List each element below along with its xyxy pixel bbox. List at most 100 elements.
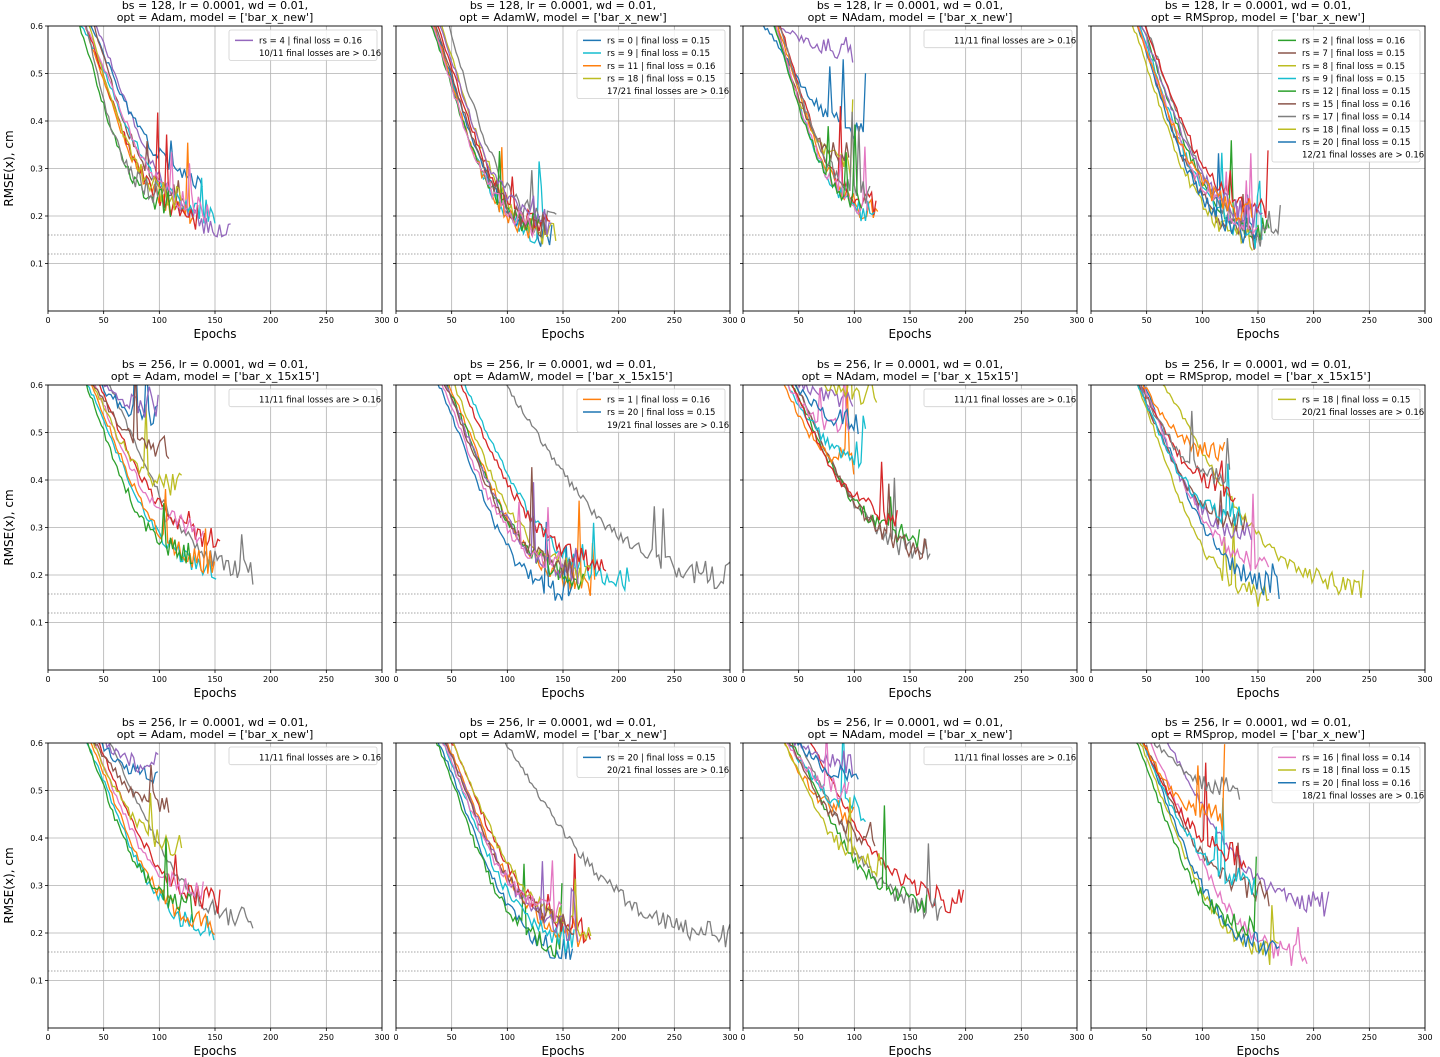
subplot-title-line2: opt = Adam, model = ['bar_x_new'] (117, 728, 314, 741)
x-tick-label: 0 (45, 316, 50, 325)
x-tick-label: 250 (319, 316, 334, 325)
subplot-4: bs = 128, lr = 0.0001, wd = 0.01,opt = R… (1088, 0, 1433, 341)
x-tick-label: 50 (1142, 316, 1152, 325)
legend-box (1271, 29, 1421, 163)
x-tick-label: 300 (1417, 675, 1432, 684)
x-tick-label: 250 (667, 1033, 682, 1042)
x-ticks: 0 50 100 150 200 250 300 (393, 1028, 738, 1042)
subplot-title-line1: bs = 256, lr = 0.0001, wd = 0.01, (817, 358, 1003, 371)
subplot-title-line2: opt = RMSprop, model = ['bar_x_15x15'] (1145, 370, 1371, 383)
subplot-title-line1: bs = 256, lr = 0.0001, wd = 0.01, (122, 358, 308, 371)
legend: rs = 0 | final loss = 0.15 rs = 9 | final… (576, 29, 729, 99)
subplot-2: bs = 128, lr = 0.0001, wd = 0.01,opt = A… (393, 0, 738, 341)
x-axis-label: Epochs (1237, 1044, 1280, 1057)
x-axis-label: Epochs (889, 327, 932, 341)
x-tick-label: 250 (1014, 1033, 1029, 1042)
series-line (777, 26, 879, 220)
x-ticks: 0 50 100 150 200 250 300 (740, 1028, 1085, 1042)
series-line (1141, 743, 1257, 896)
series-line (1162, 385, 1364, 598)
series-line (789, 743, 876, 847)
series-line (92, 743, 183, 857)
series-line (435, 743, 563, 958)
series-line (464, 385, 630, 593)
series-line (1136, 385, 1242, 526)
x-tick-label: 100 (500, 1033, 515, 1042)
y-ticks (393, 384, 396, 623)
subplot-9: bs = 256, lr = 0.0001, wd = 0.01,opt = A… (2, 716, 390, 1057)
series-line (90, 385, 216, 574)
x-tick-label: 250 (1362, 316, 1377, 325)
subplot-title-line2: opt = NAdam, model = ['bar_x_new'] (808, 11, 1013, 24)
y-tick-label: 0.6 (30, 739, 43, 748)
x-tick-label: 50 (447, 675, 457, 684)
y-ticks (1088, 384, 1091, 623)
legend-label: rs = 0 | final loss = 0.15 (607, 36, 710, 46)
legend-label: rs = 18 | final loss = 0.15 (1302, 766, 1410, 776)
x-tick-label: 150 (555, 1033, 570, 1042)
x-axis-label: Epochs (1237, 686, 1280, 700)
subplot-10: bs = 256, lr = 0.0001, wd = 0.01,opt = A… (393, 716, 738, 1057)
subplot-title-line2: opt = AdamW, model = ['bar_x_new'] (459, 728, 666, 741)
legend-label: rs = 20 | final loss = 0.15 (607, 408, 715, 418)
x-tick-label: 200 (611, 316, 626, 325)
subplot-title-line1: bs = 128, lr = 0.0001, wd = 0.01, (470, 0, 656, 12)
x-tick-label: 50 (99, 1033, 109, 1042)
y-ticks: 0.1 0.2 0.3 0.4 0.5 0.6 (30, 381, 48, 628)
legend-label: rs = 9 | final loss = 0.15 (1302, 74, 1405, 84)
x-tick-label: 150 (902, 316, 917, 325)
series-line (85, 385, 193, 565)
x-tick-label: 100 (1195, 1033, 1210, 1042)
series-line (1139, 26, 1263, 249)
series-line (762, 26, 867, 141)
x-axis-label: Epochs (1237, 327, 1280, 341)
x-tick-label: 50 (794, 675, 804, 684)
series-line (1153, 743, 1241, 800)
legend: rs = 18 | final loss = 0.15 20/21 final l… (1271, 388, 1424, 420)
legend-box (576, 29, 726, 99)
x-tick-label: 0 (45, 675, 50, 684)
y-ticks (740, 384, 743, 623)
y-ticks (740, 742, 743, 981)
x-tick-label: 100 (1195, 675, 1210, 684)
y-tick-label: 0.4 (30, 834, 43, 843)
x-ticks: 0 50 100 150 200 250 300 (45, 311, 390, 325)
legend-label: rs = 20 | final loss = 0.15 (607, 753, 715, 763)
series-group (437, 385, 730, 601)
series-line (439, 26, 552, 236)
subplot-title-line1: bs = 128, lr = 0.0001, wd = 0.01, (122, 0, 308, 12)
legend-label: 11/11 final losses are > 0.16 (954, 753, 1076, 763)
series-group (79, 26, 231, 238)
series-line (1140, 26, 1263, 228)
legend-label: rs = 18 | final loss = 0.15 (1302, 395, 1410, 405)
series-line (95, 26, 231, 238)
series-line (798, 743, 943, 921)
series-line (791, 743, 928, 913)
x-tick-label: 100 (152, 316, 167, 325)
x-ticks: 0 50 100 150 200 250 300 (1088, 311, 1433, 325)
legend-label: rs = 2 | final loss = 0.16 (1302, 36, 1405, 46)
series-line (440, 26, 557, 245)
legend-label: 11/11 final losses are > 0.16 (954, 36, 1076, 46)
x-tick-label: 100 (1195, 316, 1210, 325)
x-tick-label: 100 (847, 316, 862, 325)
x-tick-label: 300 (374, 316, 389, 325)
x-ticks: 0 50 100 150 200 250 300 (1088, 1028, 1433, 1042)
x-axis-label: Epochs (194, 1044, 237, 1057)
x-tick-label: 300 (374, 675, 389, 684)
x-tick-label: 200 (958, 316, 973, 325)
series-line (796, 743, 859, 783)
series-line (452, 743, 592, 941)
subplot-3: bs = 128, lr = 0.0001, wd = 0.01,opt = N… (740, 0, 1085, 341)
subplot-11: bs = 256, lr = 0.0001, wd = 0.01,opt = N… (740, 716, 1085, 1057)
x-tick-label: 300 (1417, 316, 1432, 325)
subplot-title-line1: bs = 256, lr = 0.0001, wd = 0.01, (1165, 358, 1351, 371)
x-tick-label: 0 (740, 675, 745, 684)
y-tick-label: 0.2 (30, 929, 43, 938)
x-ticks: 0 50 100 150 200 250 300 (45, 1028, 390, 1042)
series-line (1135, 743, 1257, 938)
subplot-title-line2: opt = RMSprop, model = ['bar_x_new'] (1151, 728, 1365, 741)
x-ticks: 0 50 100 150 200 250 300 (1088, 670, 1433, 684)
series-group (1131, 26, 1281, 251)
